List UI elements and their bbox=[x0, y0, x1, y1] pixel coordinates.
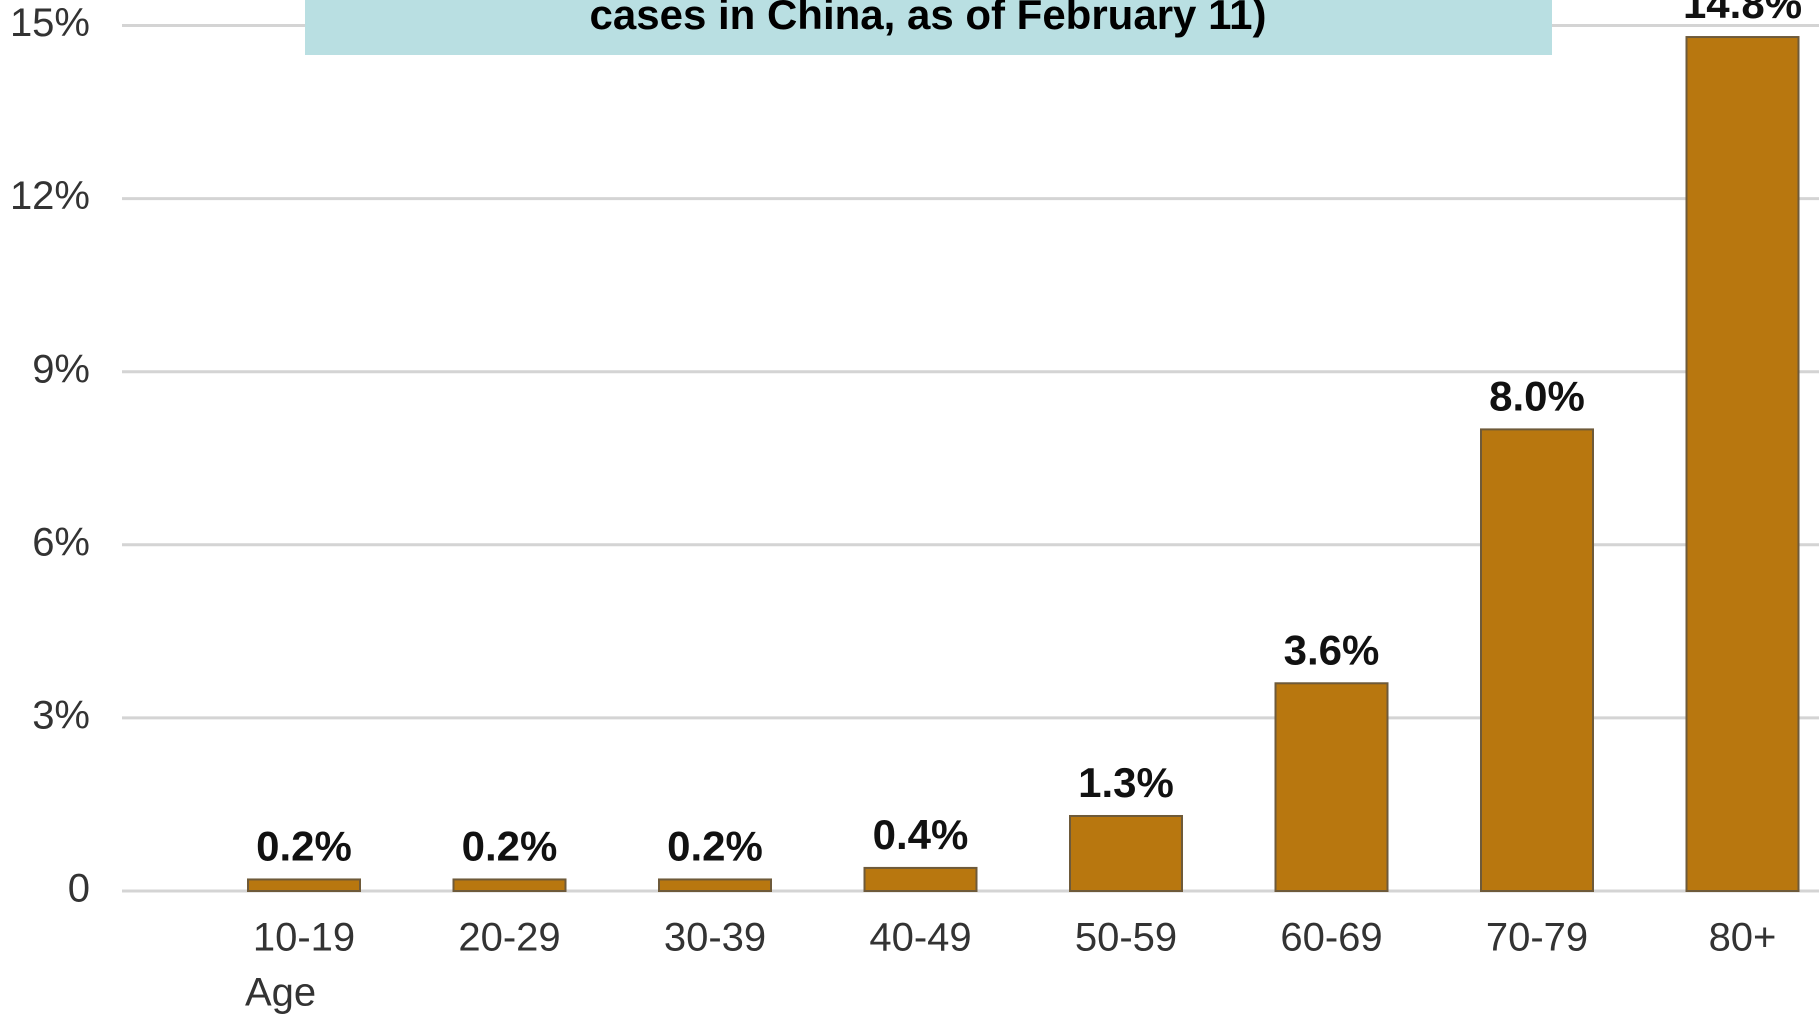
y-tick-label: 9% bbox=[32, 347, 90, 391]
value-label: 0.2% bbox=[256, 823, 352, 870]
x-tick-label: 10-19 bbox=[253, 916, 355, 960]
x-tick-label: 80+ bbox=[1709, 916, 1777, 960]
bar bbox=[658, 878, 772, 893]
x-tick-label: 40-49 bbox=[869, 916, 971, 960]
x-tick-label: 20-29 bbox=[458, 916, 560, 960]
bar bbox=[1480, 428, 1594, 892]
x-tick-label: 60-69 bbox=[1280, 916, 1382, 960]
y-tick-label: 0 bbox=[68, 867, 90, 911]
y-tick-label: 15% bbox=[10, 1, 90, 45]
bar bbox=[452, 878, 567, 893]
bar bbox=[1069, 814, 1183, 892]
value-label: 8.0% bbox=[1489, 372, 1585, 419]
chart-title: cases in China, as of February 11) bbox=[590, 0, 1267, 38]
x-axis-label: Age bbox=[245, 971, 316, 1015]
bar bbox=[863, 866, 978, 892]
value-label: 1.3% bbox=[1078, 759, 1174, 806]
value-label: 0.4% bbox=[873, 811, 969, 858]
y-tick-label: 3% bbox=[32, 693, 90, 737]
bar bbox=[247, 878, 361, 893]
value-label: 14.8% bbox=[1683, 0, 1802, 27]
value-label: 0.2% bbox=[462, 823, 558, 870]
value-label: 3.6% bbox=[1284, 626, 1380, 673]
title-box bbox=[305, 0, 1552, 55]
y-tick-label: 12% bbox=[10, 174, 90, 218]
y-tick-label: 6% bbox=[32, 520, 90, 564]
value-label: 0.2% bbox=[667, 823, 763, 870]
x-tick-label: 30-39 bbox=[664, 916, 766, 960]
bar bbox=[1685, 36, 1800, 893]
x-tick-label: 50-59 bbox=[1075, 916, 1177, 960]
x-tick-label: 70-79 bbox=[1486, 916, 1588, 960]
bar bbox=[1274, 682, 1389, 893]
